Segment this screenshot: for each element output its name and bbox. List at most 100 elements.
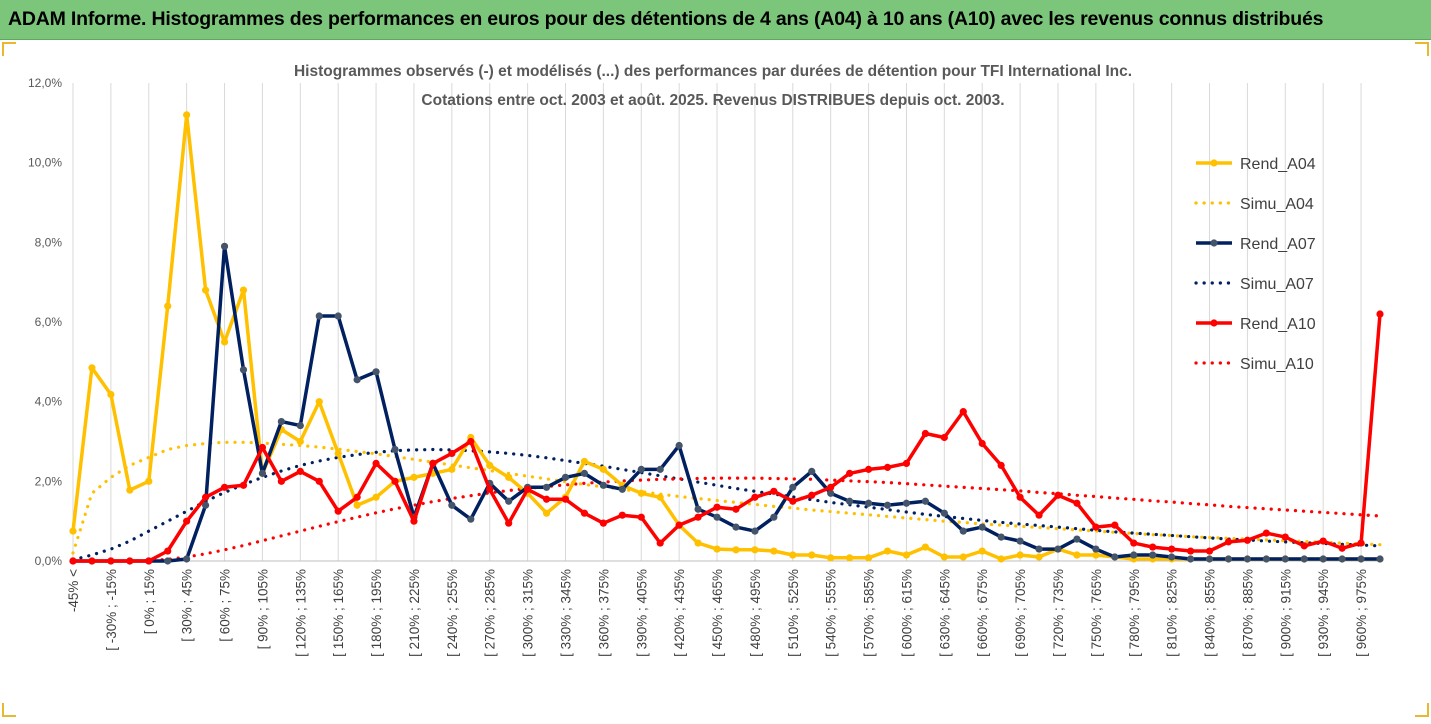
data-point [372, 368, 380, 376]
data-point [448, 465, 456, 473]
corner-mark-bottom-left [2, 703, 16, 717]
data-point [183, 555, 191, 563]
y-tick-label: 2,0% [35, 474, 63, 488]
data-point [448, 501, 456, 509]
data-point [467, 515, 475, 523]
data-point [827, 483, 835, 491]
x-tick-label: [ 240% ; 255% [445, 569, 460, 657]
data-point [1111, 521, 1119, 529]
data-point [277, 417, 285, 426]
legend-label: Simu_A04 [1240, 196, 1314, 213]
data-point [448, 449, 456, 458]
data-point [732, 546, 740, 554]
data-point [694, 539, 702, 547]
data-point [580, 457, 589, 466]
legend-label: Rend_A07 [1240, 236, 1316, 253]
data-point [1054, 545, 1062, 553]
series-rend-a04 [71, 113, 1380, 561]
data-point [1300, 555, 1308, 563]
data-point [201, 501, 210, 509]
data-point [1168, 553, 1176, 561]
data-point [902, 499, 911, 507]
data-point [978, 547, 986, 555]
data-point [220, 242, 229, 250]
data-point [164, 547, 172, 555]
data-point [69, 527, 77, 535]
data-point [1281, 533, 1289, 541]
data-point [334, 507, 342, 515]
x-tick-label: [ 150% ; 165% [331, 569, 346, 657]
legend-label: Simu_A10 [1240, 356, 1314, 373]
data-point [1186, 555, 1195, 563]
data-point [542, 483, 551, 491]
data-point [827, 554, 835, 562]
x-tick-label: [ 420% ; 435% [672, 569, 687, 657]
data-point [1338, 555, 1346, 563]
legend-label: Rend_A10 [1240, 316, 1316, 333]
data-point [637, 465, 645, 473]
report-title: ADAM Informe. Histogrammes des performan… [8, 8, 1324, 30]
data-point [239, 286, 248, 294]
data-point [713, 503, 721, 511]
data-point [1357, 539, 1365, 547]
data-point [732, 505, 740, 513]
x-tick-label: [ 780% ; 795% [1127, 569, 1142, 657]
report-banner: ADAM Informe. Histogrammes des performan… [0, 0, 1431, 40]
data-point [201, 286, 210, 294]
data-point [694, 505, 702, 513]
data-point [770, 513, 778, 521]
data-point [561, 495, 570, 503]
data-point [88, 557, 96, 565]
data-point [978, 439, 986, 448]
data-point [1035, 553, 1043, 561]
data-point [864, 499, 873, 507]
data-point [656, 539, 664, 547]
x-tick-label: [ 540% ; 555% [824, 569, 839, 657]
data-point [694, 513, 702, 521]
x-tick-label: [ 600% ; 615% [899, 569, 914, 657]
data-point [732, 523, 740, 531]
data-point [1054, 491, 1062, 499]
data-point [618, 511, 626, 519]
x-tick-label: [ 330% ; 345% [558, 569, 573, 657]
data-point [751, 527, 759, 535]
data-point [921, 497, 929, 505]
data-point [1092, 523, 1100, 531]
data-point [1073, 551, 1081, 559]
data-point [637, 489, 645, 497]
histogram-chart: 0,0% 2,0% 4,0% 6,0% 8,0% 10,0% 12,0% -45% < [ -… [28, 63, 1384, 657]
data-point [902, 459, 911, 468]
x-tick-label: [ 390% ; 405% [634, 569, 649, 657]
data-point [353, 376, 361, 384]
y-tick-label: 10,0% [28, 156, 62, 170]
data-point [580, 469, 589, 477]
data-point [1281, 555, 1289, 563]
data-point [1224, 538, 1233, 546]
data-point [164, 557, 172, 565]
data-point [1376, 555, 1384, 563]
data-point [315, 398, 323, 406]
data-point [372, 459, 380, 468]
data-point [429, 459, 437, 468]
x-tick-label: [ 870% ; 885% [1240, 569, 1255, 657]
data-point [561, 473, 570, 481]
data-point [315, 312, 323, 320]
data-point [940, 509, 948, 517]
series-rend-a07 [73, 244, 1380, 563]
data-point [126, 557, 134, 565]
legend-marker [1210, 239, 1218, 247]
y-tick-label: 4,0% [35, 395, 63, 409]
data-point [827, 489, 835, 497]
corner-mark-top-left [2, 42, 16, 56]
data-point [846, 469, 854, 477]
data-point [864, 465, 873, 473]
y-tick-label: 12,0% [28, 76, 62, 90]
data-point [239, 366, 248, 374]
data-point [1149, 551, 1157, 559]
x-tick-label: [ 900% ; 915% [1278, 569, 1293, 657]
data-point [808, 551, 816, 559]
data-point [883, 547, 892, 555]
data-point [1130, 539, 1138, 547]
corner-mark-top-right [1415, 42, 1429, 56]
data-point [1224, 555, 1233, 563]
